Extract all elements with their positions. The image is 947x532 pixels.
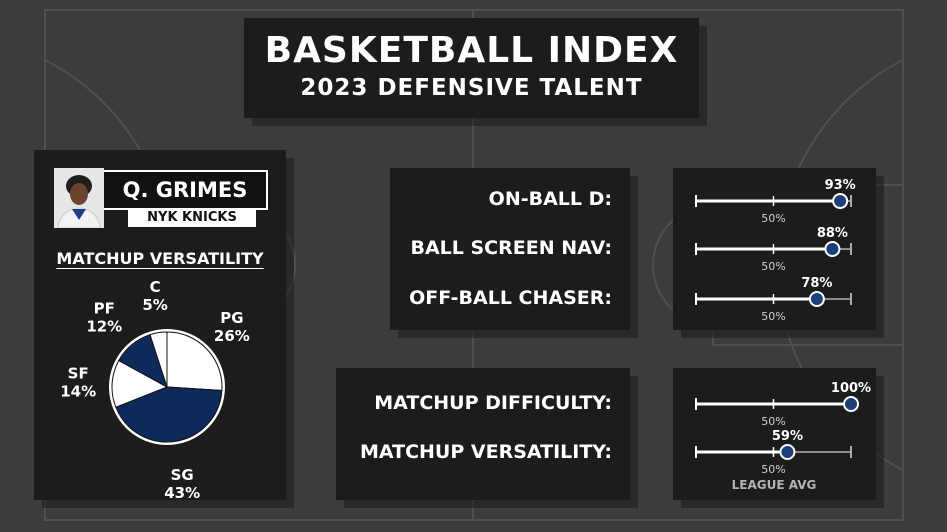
- value-dot: [808, 291, 825, 307]
- value-label: 93%: [825, 178, 856, 193]
- value-dot: [832, 193, 849, 209]
- pie-value-label: 12%: [86, 317, 122, 335]
- reference-label: 50%: [761, 212, 785, 225]
- value-dot: [824, 241, 841, 257]
- stat-labels-panel: [390, 168, 630, 330]
- value-label: 78%: [801, 276, 832, 291]
- matchup-versatility-title: MATCHUP VERSATILITY: [56, 249, 264, 268]
- stat-label: OFF-BALL CHASER:: [409, 287, 612, 309]
- reference-label: 50%: [761, 415, 785, 428]
- pie-value-label: 14%: [60, 382, 96, 400]
- pie-label: SG: [171, 466, 194, 484]
- matchup-labels-panel: [336, 368, 630, 500]
- value-label: 88%: [817, 226, 848, 241]
- page-title: BASKETBALL INDEX: [264, 30, 679, 71]
- pie-slice-sg: [115, 386, 223, 443]
- player-name: Q. GRIMES: [104, 170, 268, 210]
- title-panel: BASKETBALL INDEX 2023 DEFENSIVE TALENT: [244, 18, 699, 118]
- pie-slice-pg: [166, 331, 223, 391]
- pie-label: SF: [68, 364, 89, 382]
- stat-label: MATCHUP DIFFICULTY:: [374, 392, 612, 414]
- matchup-bars-panel: [673, 368, 876, 500]
- stat-label: MATCHUP VERSATILITY:: [359, 441, 612, 463]
- pie-label: C: [150, 278, 161, 296]
- stat-label: ON-BALL D:: [488, 188, 612, 210]
- value-label: 100%: [831, 381, 871, 396]
- stat-label: BALL SCREEN NAV:: [410, 237, 612, 259]
- reference-label: 50%: [761, 463, 785, 476]
- pie-value-label: 26%: [214, 327, 250, 345]
- league-avg-label: LEAGUE AVG: [731, 478, 817, 492]
- pie-value-label: 43%: [164, 484, 200, 502]
- player-team: NYK KNICKS: [128, 208, 256, 227]
- pie-label: PF: [94, 299, 115, 317]
- reference-label: 50%: [761, 260, 785, 273]
- reference-label: 50%: [761, 310, 785, 323]
- value-dot: [779, 444, 796, 460]
- pie-label: PG: [220, 309, 243, 327]
- pie-value-label: 5%: [142, 296, 167, 314]
- player-photo: [54, 168, 104, 228]
- pie-slice-c: [149, 331, 168, 388]
- value-dot: [843, 396, 859, 412]
- page-subtitle: 2023 DEFENSIVE TALENT: [300, 75, 643, 101]
- value-label: 59%: [772, 429, 803, 444]
